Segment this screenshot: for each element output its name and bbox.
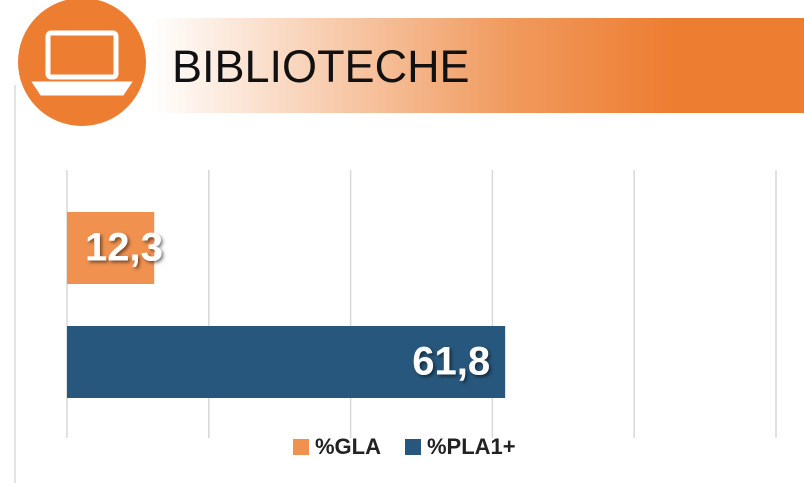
laptop-icon [31,30,133,96]
bar [67,326,506,398]
legend-label: %GLA [315,434,381,459]
bar [67,212,155,284]
icon-circle [18,0,146,126]
legend-swatch [293,439,309,455]
legend-swatch [405,439,421,455]
header-band [150,18,804,113]
data-label: 12,3 [85,226,163,270]
data-label: 61,8 [412,340,490,384]
legend-label: %PLA1+ [427,434,516,459]
chart-title: BIBLIOTECHE [172,41,470,92]
